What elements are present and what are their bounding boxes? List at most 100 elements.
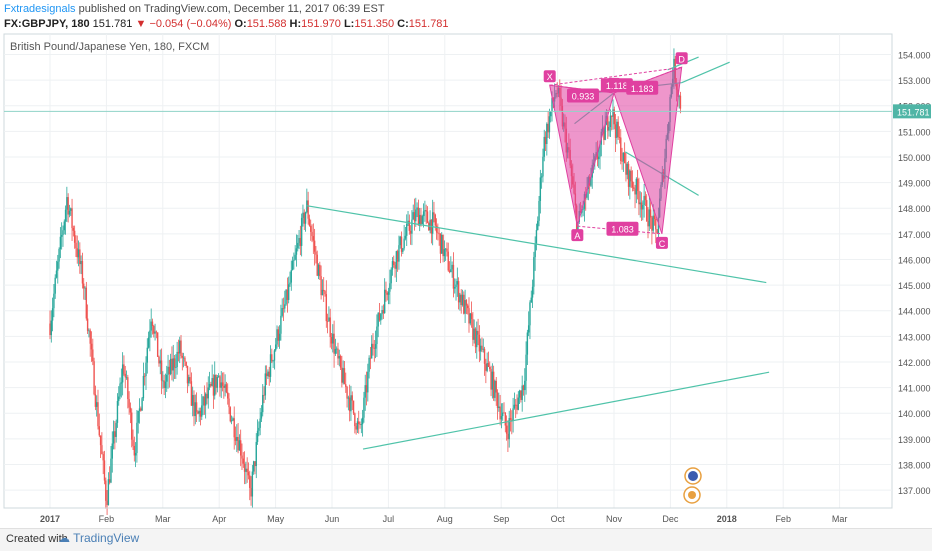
candle-body xyxy=(341,367,343,383)
candle-body xyxy=(321,289,324,296)
candle-body xyxy=(616,121,618,138)
events-icon[interactable] xyxy=(683,467,702,504)
candle-body xyxy=(64,209,67,222)
candle-body xyxy=(483,348,486,364)
current-price-badge[interactable] xyxy=(893,104,931,119)
candle-body xyxy=(186,365,189,384)
candle-body xyxy=(155,331,158,333)
candle-body xyxy=(529,302,531,326)
candle-body xyxy=(394,265,396,269)
candle-body xyxy=(468,308,470,324)
pattern-ratio-badge xyxy=(626,80,659,95)
candle-body xyxy=(539,177,542,201)
trendline[interactable] xyxy=(362,371,770,450)
candle-body xyxy=(657,217,660,234)
time-axis[interactable]: 2017 Feb Mar Apr May Jun Jul Aug Sep Oct Nov Dec 201… xyxy=(4,507,892,524)
y-tick-label: 147.000 xyxy=(898,230,931,240)
x-tick-label: 2018 xyxy=(717,514,737,524)
candle-body xyxy=(76,248,78,258)
candle-body xyxy=(634,188,636,195)
candle-body xyxy=(355,426,357,430)
candle-body xyxy=(649,209,652,218)
chart-header: Fxtradesignals published on TradingView.… xyxy=(0,0,932,34)
candle-body xyxy=(618,137,621,138)
candle-body xyxy=(402,248,404,252)
candle-body xyxy=(116,400,119,423)
candle-body xyxy=(644,195,647,201)
candle-body xyxy=(131,412,133,440)
candle-body xyxy=(110,458,112,483)
candle-body xyxy=(163,380,165,389)
candle-body xyxy=(642,205,644,210)
candle-body xyxy=(452,264,455,289)
candle-body xyxy=(83,283,85,289)
pattern-point-badge[interactable] xyxy=(655,236,668,249)
ohlc-bar: FX:GBPJPY, 180 151.781 ▼ −0.054 (−0.04%)… xyxy=(4,18,449,30)
symbol-label: FX:GBPJPY, 180 xyxy=(4,18,90,30)
candle-body xyxy=(210,383,212,386)
candle-body xyxy=(115,422,117,437)
candle-body xyxy=(255,441,257,467)
candle-body xyxy=(348,397,351,412)
candle-body xyxy=(504,412,507,426)
candle-body xyxy=(238,440,241,451)
candle-body xyxy=(201,405,203,417)
candle-body xyxy=(204,393,207,406)
tradingview-logo[interactable]: ☁ TradingView xyxy=(58,531,140,545)
candle-body xyxy=(101,445,103,455)
candle-body xyxy=(363,397,365,418)
candle-body xyxy=(500,416,503,420)
candle-body xyxy=(284,304,286,309)
x-tick-label: Jun xyxy=(325,514,340,524)
candle-body xyxy=(84,287,86,289)
candle-body xyxy=(390,269,392,284)
trendline[interactable] xyxy=(306,205,767,284)
candle-body xyxy=(62,230,64,236)
candle-body xyxy=(607,116,609,131)
candle-body xyxy=(543,136,545,157)
candle-body xyxy=(678,95,680,97)
pattern-point-badge[interactable] xyxy=(571,229,584,242)
candle-body xyxy=(219,376,221,388)
pattern-point-badge[interactable] xyxy=(543,70,556,83)
candle-body xyxy=(49,323,51,336)
candle-body xyxy=(369,357,372,359)
candle-body xyxy=(342,368,344,383)
candle-body xyxy=(97,402,99,427)
candle-body xyxy=(376,326,378,345)
trendline[interactable] xyxy=(681,61,730,84)
author-link[interactable]: Fxtradesignals xyxy=(4,3,76,15)
candle-body xyxy=(544,136,547,145)
candle-body xyxy=(166,374,168,382)
candle-body xyxy=(93,361,95,395)
price-axis[interactable]: 137.000 138.000 139.000 140.000 141.000 142.0… xyxy=(4,50,931,496)
candle-body xyxy=(599,144,601,157)
candle-body xyxy=(189,377,191,382)
candle-body xyxy=(99,435,102,446)
candle-body xyxy=(95,402,98,407)
candle-body xyxy=(356,421,359,430)
pattern-point-badge[interactable] xyxy=(675,52,688,65)
candle-body xyxy=(464,300,466,314)
candle-body xyxy=(129,407,132,413)
candle-body xyxy=(352,400,355,414)
candle-body xyxy=(385,289,387,293)
candle-body xyxy=(302,212,304,218)
candle-body xyxy=(538,200,540,221)
candle-body xyxy=(92,349,94,362)
candle-body xyxy=(507,433,509,440)
candle-body xyxy=(316,254,318,276)
candle-body xyxy=(319,264,321,277)
candle-body xyxy=(142,375,145,399)
candle-body xyxy=(311,231,313,237)
candle-body xyxy=(259,418,261,428)
candle-body xyxy=(495,380,497,393)
candle-body xyxy=(114,431,116,437)
candle-body xyxy=(451,264,453,270)
candle-body xyxy=(470,313,473,320)
candle-body xyxy=(351,395,353,401)
candle-body xyxy=(508,418,510,440)
